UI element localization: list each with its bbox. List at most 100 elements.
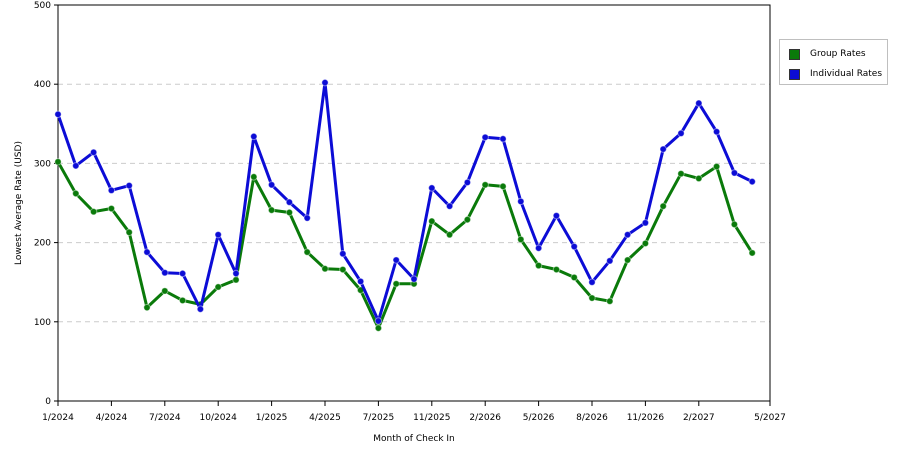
data-point: [606, 297, 614, 305]
data-point: [392, 280, 400, 288]
data-point: [143, 303, 151, 312]
data-point: [267, 206, 276, 214]
series-group-rates: [54, 158, 756, 332]
data-point: [481, 133, 489, 141]
legend-item-group: Group Rates: [789, 48, 866, 60]
y-tick-label: 100: [34, 318, 51, 328]
data-point: [143, 248, 151, 256]
gridlines: [58, 83, 770, 323]
data-point: [677, 169, 685, 178]
series-individual-rates: [54, 78, 756, 325]
y-tick-label: 0: [45, 397, 51, 407]
data-point: [552, 265, 561, 274]
y-axis-title: Lowest Average Rate (USD): [14, 141, 24, 265]
data-point: [712, 162, 721, 171]
data-point: [695, 99, 703, 107]
data-point: [570, 273, 578, 282]
data-point: [641, 219, 650, 227]
data-point: [374, 324, 383, 332]
data-point: [748, 177, 756, 186]
data-point: [481, 181, 489, 189]
data-point: [712, 128, 721, 136]
data-point: [161, 287, 169, 295]
y-tick-label: 500: [34, 1, 51, 11]
data-point: [178, 269, 187, 278]
data-point: [623, 230, 632, 239]
data-point: [552, 211, 561, 220]
legend-swatch-individual: [789, 68, 800, 80]
y-axis: 0 100 200 300 400 500: [34, 1, 58, 407]
data-point: [232, 276, 240, 284]
data-point: [730, 169, 739, 177]
data-point: [445, 202, 454, 210]
x-tick-label: 8/2026: [576, 413, 608, 423]
legend-label-group: Group Rates: [810, 49, 866, 59]
data-point: [659, 202, 667, 210]
y-tick-label: 400: [34, 80, 51, 90]
data-point: [392, 256, 400, 264]
x-tick-label: 1/2025: [256, 413, 288, 423]
data-point: [161, 268, 169, 277]
data-point: [72, 189, 80, 198]
data-point: [107, 186, 116, 195]
data-point: [588, 278, 596, 286]
data-point: [250, 173, 258, 181]
legend-item-individual: Individual Rates: [789, 68, 882, 80]
plot-area: [57, 4, 771, 402]
data-point: [695, 174, 703, 183]
x-tick-label: 2/2027: [683, 413, 715, 423]
data-point: [623, 256, 632, 264]
series-layer: [54, 78, 756, 332]
data-point: [125, 228, 133, 237]
legend-label-individual: Individual Rates: [810, 69, 883, 79]
legend: Group Rates Individual Rates: [779, 39, 888, 85]
x-tick-label: 4/2024: [96, 413, 128, 423]
data-point: [107, 204, 116, 213]
x-tick-label: 1/2024: [42, 413, 74, 423]
data-point: [445, 230, 454, 239]
data-point: [232, 269, 240, 278]
x-tick-label: 2/2026: [469, 413, 501, 423]
data-point: [606, 257, 614, 265]
data-point: [428, 217, 436, 225]
data-point: [89, 208, 98, 216]
data-point: [659, 145, 667, 153]
data-point: [250, 132, 258, 141]
data-point: [285, 208, 294, 217]
data-point: [517, 235, 525, 244]
data-point: [534, 261, 543, 270]
x-tick-label: 7/2024: [149, 413, 181, 423]
data-point: [410, 275, 418, 283]
data-point: [303, 214, 311, 222]
x-tick-label: 5/2027: [754, 413, 786, 423]
data-point: [285, 198, 294, 206]
data-point: [641, 239, 650, 248]
data-point: [588, 294, 596, 302]
data-point: [463, 215, 472, 224]
x-tick-label: 10/2024: [200, 413, 238, 423]
data-point: [534, 244, 543, 252]
y-tick-label: 300: [34, 159, 51, 169]
x-tick-label: 5/2026: [523, 413, 555, 423]
data-point: [677, 129, 685, 138]
x-tick-label: 7/2025: [363, 413, 395, 423]
data-point: [374, 317, 383, 325]
data-point: [89, 148, 98, 157]
data-point: [463, 178, 472, 187]
data-point: [303, 248, 311, 256]
data-point: [214, 230, 222, 239]
data-point: [321, 78, 329, 87]
x-axis: 1/2024 4/2024 7/2024 10/2024 1/2025 4/2025 7/2…: [42, 401, 786, 423]
data-point: [748, 249, 756, 257]
data-point: [54, 158, 62, 166]
data-point: [730, 220, 739, 229]
data-point: [72, 162, 80, 170]
data-point: [267, 181, 276, 189]
data-point: [499, 182, 507, 191]
series-line-group-rates: [56, 161, 754, 330]
data-point: [178, 296, 187, 305]
data-point: [428, 184, 436, 192]
x-axis-title: Month of Check In: [373, 434, 455, 444]
data-point: [196, 305, 205, 313]
